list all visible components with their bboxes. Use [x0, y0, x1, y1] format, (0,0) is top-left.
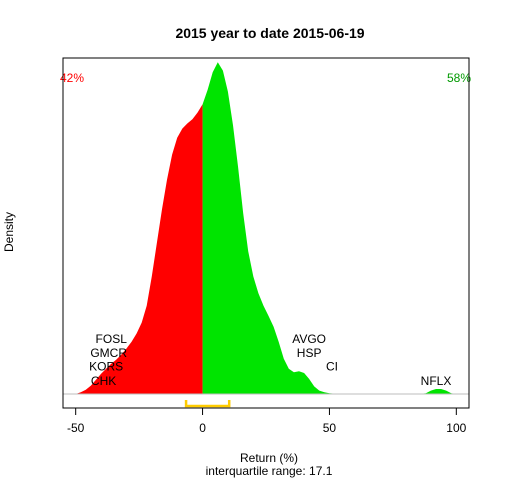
ticker-annotation: HSP — [297, 346, 322, 360]
iqr-caption: interquartile range: 17.1 — [206, 464, 333, 478]
iqr-bracket — [184, 400, 231, 408]
x-tick-label: -50 — [67, 421, 85, 435]
ticker-annotation: GMCR — [90, 346, 127, 360]
x-tick-label: 100 — [446, 421, 466, 435]
y-axis-label: Density — [2, 212, 16, 252]
x-axis-label: Return (%) — [240, 451, 298, 465]
ticker-annotation: CHK — [91, 374, 116, 388]
ticker-annotation: FOSL — [96, 332, 128, 346]
x-tick-label: 0 — [199, 421, 206, 435]
negative-percent-label: 42% — [60, 71, 84, 85]
ticker-annotation: NFLX — [421, 374, 452, 388]
positive-percent-label: 58% — [447, 71, 471, 85]
negative-returns-area — [75, 104, 203, 394]
x-axis: -50 0 50 100 — [67, 408, 467, 435]
ticker-annotation: CI — [326, 359, 338, 373]
ticker-annotation: AVGO — [292, 332, 326, 346]
plot-frame — [62, 57, 470, 409]
chart-title: 2015 year to date 2015-06-19 — [175, 25, 364, 41]
x-tick-label: 50 — [323, 421, 337, 435]
ticker-annotation: KORS — [89, 359, 123, 373]
positive-returns-area — [202, 62, 457, 394]
